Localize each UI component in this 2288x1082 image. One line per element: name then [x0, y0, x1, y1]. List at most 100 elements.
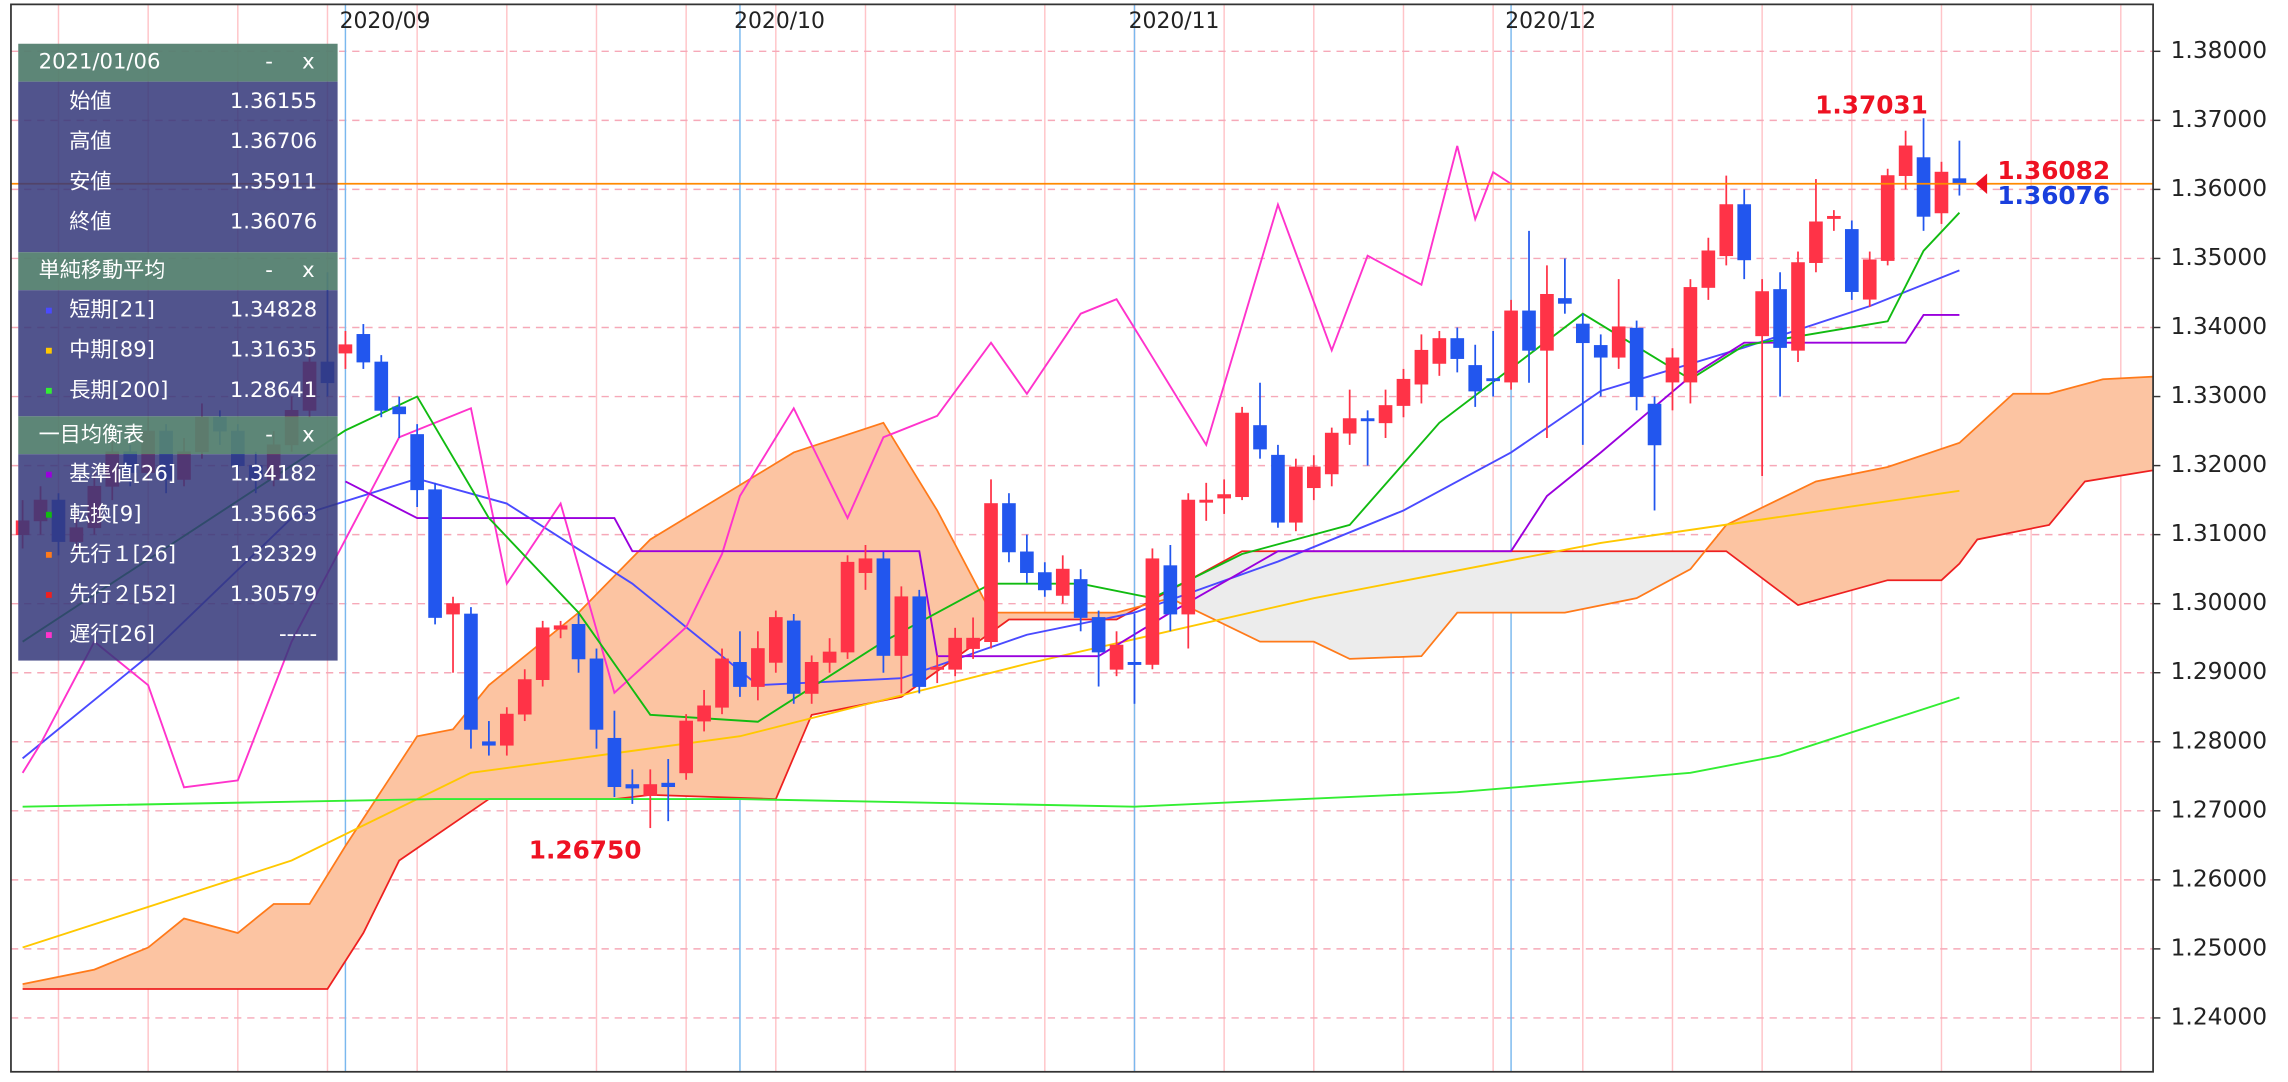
cloud: [1901, 460, 1907, 581]
cloud: [1067, 612, 1073, 620]
cloud: [1008, 612, 1015, 620]
cloud: [2049, 392, 2055, 525]
cloud: [1304, 551, 1310, 642]
cloud: [964, 561, 970, 652]
cloud: [345, 839, 351, 961]
y-tick-label: 1.36000: [2171, 174, 2267, 202]
cloud: [789, 452, 795, 768]
cloud: [363, 811, 369, 934]
candle-body: [1468, 365, 1483, 392]
indicator-line: [21, 145, 1512, 789]
cloud: [1327, 551, 1333, 651]
cloud: [1569, 551, 1575, 612]
cloud: [1062, 612, 1068, 620]
cloud: [1820, 479, 1826, 599]
x-tick-label: 2020/11: [1129, 9, 1220, 34]
cloud: [829, 439, 835, 712]
cloud: [206, 924, 212, 989]
cloud: [2062, 388, 2068, 509]
cloud: [2067, 387, 2073, 504]
panel-minimize[interactable]: -: [265, 49, 273, 74]
cloud: [1659, 551, 1665, 587]
candle-body: [571, 624, 586, 660]
cloud: [1251, 551, 1257, 640]
cloud: [753, 474, 759, 799]
candle-body: [822, 651, 837, 663]
candle-body: [1540, 293, 1554, 351]
candle-body: [1558, 298, 1572, 304]
candle-body: [1486, 378, 1500, 382]
cloud: [1354, 551, 1360, 659]
candle-body: [1145, 558, 1160, 665]
panel-header-title: 単純移動平均: [39, 257, 166, 282]
panel-minimize[interactable]: -: [265, 421, 273, 446]
y-tick-label: 1.28000: [2171, 726, 2267, 754]
cloud: [1676, 551, 1683, 577]
cloud: [973, 578, 979, 646]
cloud: [453, 723, 459, 824]
cloud: [1842, 475, 1848, 593]
candle-body: [1755, 291, 1769, 337]
panel-close[interactable]: x: [302, 257, 315, 282]
candle-body: [553, 625, 568, 630]
cloud: [668, 525, 674, 796]
candle-body: [517, 679, 532, 715]
cloud: [1605, 551, 1611, 605]
cloud: [305, 904, 311, 989]
cloud: [1425, 551, 1431, 651]
cloud: [255, 914, 261, 989]
cloud: [58, 975, 64, 989]
cloud: [1026, 612, 1032, 620]
cloud: [2040, 393, 2046, 527]
cloud: [372, 797, 378, 915]
cloud: [1959, 438, 1965, 564]
overlay: 1.24000 1.25000 1.26000 1.27000 1.28000 1.290…: [18, 9, 2267, 1030]
cloud: [820, 442, 826, 714]
cloud: [1928, 451, 1934, 581]
ask-price-label: 1.36082: [1997, 156, 2110, 185]
panel-close[interactable]: x: [302, 49, 315, 74]
candle-body: [1701, 250, 1716, 288]
info-panel: 2021/01/06 - x 始値 1.36155 高値 1.36706 安値 1.35911 終…: [18, 43, 338, 661]
cloud: [134, 951, 140, 989]
cloud: [130, 953, 136, 989]
panel-header: [18, 252, 338, 291]
cloud: [175, 922, 181, 989]
candle-body: [589, 658, 604, 730]
candle-body: [1898, 145, 1913, 176]
cloud: [1515, 551, 1521, 613]
cloud: [1865, 470, 1871, 587]
extreme-label: 1.26750: [529, 835, 642, 864]
panel-row-label: 短期[21]: [69, 297, 155, 322]
cloud: [493, 677, 499, 800]
cloud: [1762, 505, 1768, 582]
cloud: [565, 619, 571, 800]
candle-body: [1880, 175, 1895, 261]
panel-close[interactable]: x: [302, 421, 315, 446]
candle-body: [1091, 617, 1106, 653]
cloud: [331, 860, 338, 982]
cloud: [112, 960, 118, 989]
panel-minimize[interactable]: -: [265, 257, 273, 282]
cloud: [27, 982, 33, 989]
cloud: [1268, 551, 1275, 642]
cloud: [89, 969, 95, 989]
cloud: [704, 504, 710, 797]
panel-header-title: 一目均衡表: [39, 421, 145, 446]
cloud: [1546, 551, 1553, 613]
cloud: [1798, 487, 1804, 606]
cloud: [1246, 551, 1252, 638]
cloud: [1919, 454, 1925, 581]
cloud: [1349, 551, 1355, 659]
cloud: [282, 904, 288, 989]
cloud: [1587, 551, 1593, 609]
cloud: [1394, 551, 1400, 658]
cloud: [2031, 393, 2037, 529]
legend-swatch: [45, 387, 52, 394]
cloud: [1869, 469, 1875, 586]
cloud: [1636, 551, 1642, 599]
cloud: [1614, 551, 1620, 603]
cloud: [1488, 551, 1494, 613]
cloud: [269, 904, 275, 989]
cloud: [1398, 551, 1405, 658]
